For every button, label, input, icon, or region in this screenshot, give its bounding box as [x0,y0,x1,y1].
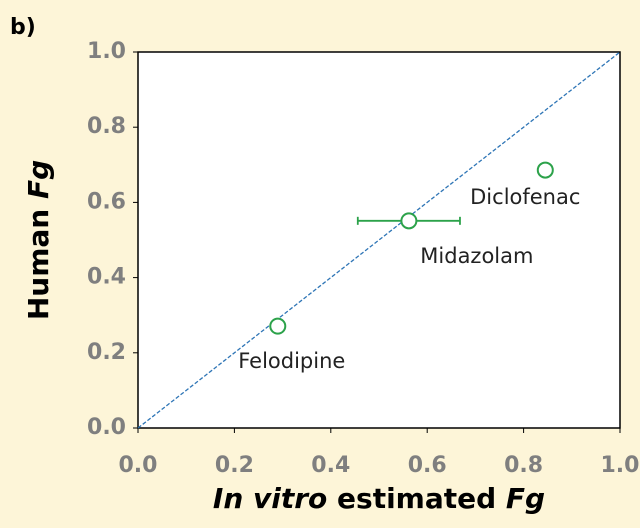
y-tick-label: 0.0 [87,415,126,440]
point [269,317,287,335]
x-tick-label: 0.8 [504,453,543,478]
point [536,161,554,179]
plot-area [137,51,621,429]
axis-label: In vitro estimated Fg [213,482,545,515]
axis-label-part: estimated [327,482,506,515]
y-tick-label: 0.2 [87,340,126,365]
axis-label-part: Fg [22,160,55,199]
point-label: Midazolam [420,244,533,268]
point [400,212,418,230]
axis-label-part: In vitro [213,482,327,515]
x-tick-label: 0.0 [119,453,158,478]
x-tick-label: 0.4 [311,453,350,478]
axis-label-part: Fg [506,482,545,515]
axis-label: Human Fg [22,160,55,320]
point-label: Diclofenac [470,185,580,209]
y-tick-label: 0.6 [87,189,126,214]
point-label: Felodipine [238,349,345,373]
y-tick-label: 0.8 [87,114,126,139]
x-tick-label: 0.2 [215,453,254,478]
y-tick-label: 1.0 [87,39,126,64]
y-tick-label: 0.4 [87,265,126,290]
axis-label-part: Human [22,199,55,320]
x-tick-label: 1.0 [601,453,640,478]
x-tick-label: 0.6 [408,453,447,478]
panel-label: b) [10,15,36,40]
